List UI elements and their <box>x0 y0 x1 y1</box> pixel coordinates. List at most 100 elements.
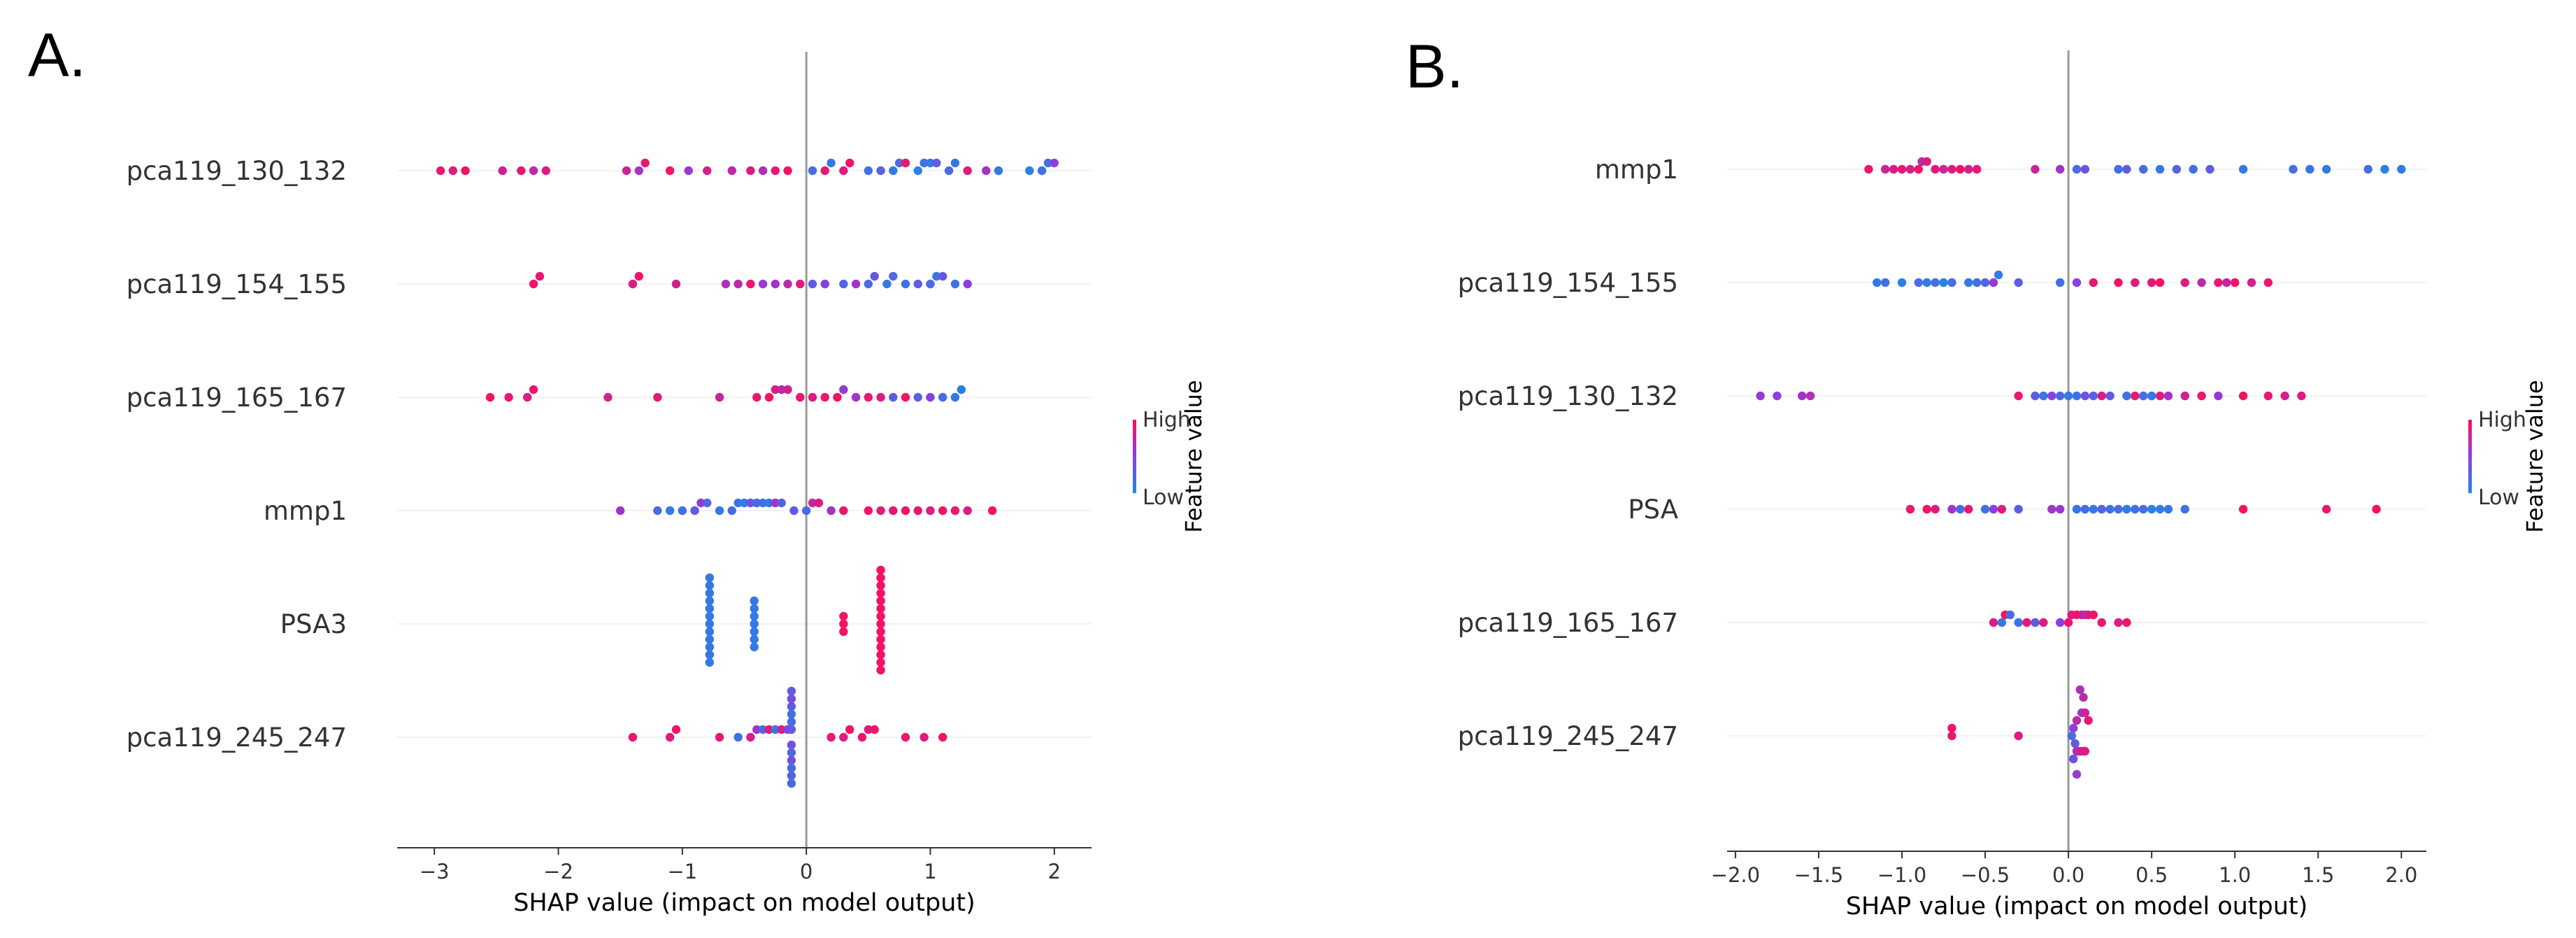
shap-point <box>2063 618 2073 627</box>
shap-point <box>1897 278 1907 287</box>
shap-point <box>641 158 650 168</box>
shap-point <box>2197 391 2206 401</box>
feature-label: pca119_165_167 <box>1458 608 1678 638</box>
shap-point <box>750 627 759 637</box>
shap-point <box>839 732 848 742</box>
shap-point <box>2072 769 2082 779</box>
shap-point <box>1905 504 1915 514</box>
shap-point <box>2139 504 2148 514</box>
shap-point <box>2372 504 2381 514</box>
shap-point <box>2089 610 2098 620</box>
shap-point <box>1914 278 1924 287</box>
x-tick-label: 1 <box>924 860 936 883</box>
shap-point <box>2097 504 2106 514</box>
shap-point <box>1947 164 1956 174</box>
shap-point <box>839 279 848 289</box>
shap-point <box>2055 164 2065 174</box>
shap-point <box>2222 278 2231 287</box>
shap-point <box>2155 504 2165 514</box>
shap-point <box>1797 391 1807 401</box>
shap-point <box>436 166 445 176</box>
shap-point <box>705 596 715 606</box>
colorbar-high-label: High <box>2478 408 2526 432</box>
shap-point <box>2097 391 2106 401</box>
shap-point <box>2122 618 2131 627</box>
shap-point <box>963 506 972 516</box>
shap-point <box>1972 278 1982 287</box>
colorbar-title: Feature value <box>2521 380 2548 533</box>
shap-point <box>750 596 759 606</box>
shap-point <box>665 506 675 516</box>
shap-point <box>622 166 631 176</box>
shap-point <box>808 279 817 289</box>
feature-label: PSA <box>1628 495 1678 525</box>
shap-point <box>721 279 731 289</box>
shap-point <box>705 611 715 621</box>
panel-letter-b: B. <box>1405 31 1464 101</box>
shap-point <box>628 279 638 289</box>
shap-point <box>2055 618 2065 627</box>
shap-point <box>938 392 947 402</box>
shap-point <box>864 506 873 516</box>
shap-point <box>2238 164 2248 174</box>
shap-point <box>1989 278 1998 287</box>
shap-point <box>920 732 929 742</box>
shap-point <box>2363 164 2373 174</box>
shap-point <box>889 506 898 516</box>
x-tick-label: −3 <box>420 860 450 883</box>
shap-point <box>1025 166 1034 176</box>
shap-point <box>1897 164 1907 174</box>
shap-point <box>926 158 935 168</box>
shap-point <box>901 392 910 402</box>
shap-point <box>2039 618 2048 627</box>
shap-point <box>705 642 715 652</box>
shap-point <box>2147 391 2156 401</box>
shap-point <box>1994 270 2003 280</box>
shap-point <box>771 498 780 508</box>
shap-point <box>653 506 662 516</box>
shap-point <box>771 279 780 289</box>
shap-point <box>864 166 873 176</box>
shap-point <box>684 166 693 176</box>
shap-point <box>2321 164 2331 174</box>
shap-point <box>839 619 848 629</box>
x-tick-label: 0.0 <box>2052 863 2084 887</box>
shap-point <box>758 498 768 508</box>
shap-point <box>839 385 848 395</box>
shap-point <box>789 506 799 516</box>
x-tick-label: −2.0 <box>1711 863 1760 887</box>
shap-point <box>1964 504 1973 514</box>
shap-point <box>876 650 885 660</box>
shap-point <box>833 392 842 402</box>
shap-point <box>2022 618 2031 627</box>
shap-point <box>827 732 836 742</box>
shap-point <box>2147 504 2156 514</box>
shap-point <box>2122 504 2131 514</box>
shap-point <box>2122 164 2131 174</box>
shap-point <box>2114 618 2123 627</box>
colorbar-low-label: Low <box>1143 485 1184 510</box>
shap-point <box>750 634 759 644</box>
shap-point <box>2214 391 2223 401</box>
shap-point <box>2072 164 2082 174</box>
shap-point <box>2122 391 2131 401</box>
shap-point <box>2238 504 2248 514</box>
shap-point <box>938 732 947 742</box>
shap-point <box>2055 278 2065 287</box>
shap-point <box>705 581 715 590</box>
shap-point <box>1980 504 1990 514</box>
shap-point <box>740 498 749 508</box>
shap-point <box>1864 164 1873 174</box>
shap-point <box>671 725 681 734</box>
shap-point <box>1972 164 1982 174</box>
shap-point <box>2180 391 2189 401</box>
shap-point <box>787 717 796 727</box>
shap-point <box>2069 723 2078 733</box>
shap-point <box>715 506 724 516</box>
shap-point <box>529 166 538 176</box>
x-tick-label: 0.5 <box>2135 863 2168 887</box>
shap-point <box>932 158 941 168</box>
shap-point <box>2031 164 2040 174</box>
shap-point <box>734 279 743 289</box>
